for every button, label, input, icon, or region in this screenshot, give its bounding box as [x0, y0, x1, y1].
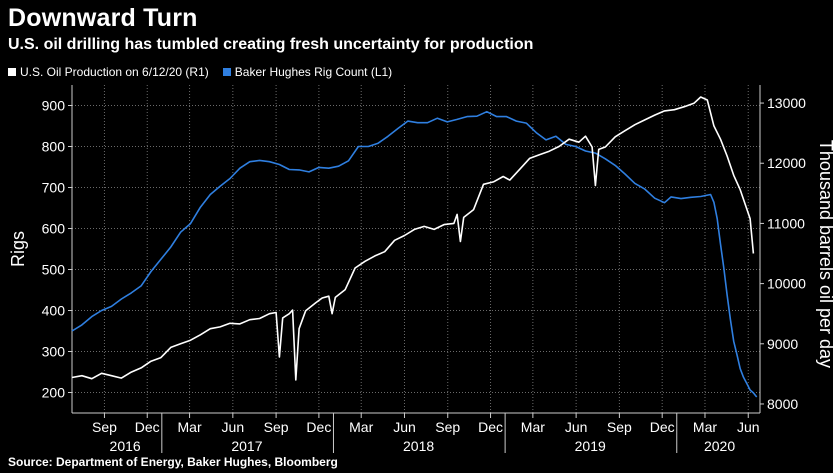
x-tick-label-13: Dec — [650, 419, 675, 435]
x-tick-label-3: Jun — [222, 419, 245, 435]
legend: U.S. Oil Production on 6/12/20 (R1) Bake… — [8, 65, 392, 79]
legend-swatch-rigs — [222, 68, 231, 76]
left-axis-title: Rigs — [8, 231, 28, 267]
legend-swatch-production — [8, 68, 16, 76]
x-tick-label-8: Sep — [435, 419, 460, 435]
x-tick-label-4: Sep — [264, 419, 289, 435]
left-axis-ticks: 200 300 400 500 600 700 800 900 — [42, 98, 72, 401]
chart-title: Downward Turn — [8, 4, 198, 32]
x-tick-label-2: Mar — [178, 419, 202, 435]
production-line — [71, 96, 755, 381]
plot-frame — [71, 85, 761, 414]
left-tick-label-500: 500 — [42, 262, 66, 278]
x-tick-label-0: Sep — [92, 419, 117, 435]
x-tick-label-6: Mar — [349, 419, 373, 435]
right-tick-label-11000: 11000 — [767, 215, 805, 231]
x-tick-label-12: Sep — [607, 419, 632, 435]
right-axis-ticks: 8000 9000 10000 11000 12000 13000 — [760, 95, 806, 412]
right-axis-title: Thousand barrels oil per day — [816, 140, 833, 368]
x-tick-label-5: Dec — [306, 419, 331, 435]
left-tick-label-400: 400 — [42, 303, 66, 319]
x-year-label-2018: 2018 — [403, 438, 434, 454]
x-year-label-2017: 2017 — [231, 438, 262, 454]
x-tick-label-10: Mar — [521, 419, 545, 435]
legend-label-rigs: Baker Hughes Rig Count (L1) — [234, 65, 393, 79]
x-year-label-2016: 2016 — [110, 438, 141, 454]
left-tick-label-700: 700 — [42, 180, 66, 196]
x-year-label-2020: 2020 — [704, 438, 735, 454]
x-tick-label-11: Jun — [565, 419, 588, 435]
legend-item-production: U.S. Oil Production on 6/12/20 (R1) — [8, 65, 209, 79]
legend-label-production: U.S. Oil Production on 6/12/20 (R1) — [20, 65, 209, 79]
x-tick-label-15: Jun — [737, 419, 760, 435]
right-tick-label-8000: 8000 — [767, 396, 798, 412]
right-tick-label-10000: 10000 — [767, 276, 806, 292]
chart-subtitle: U.S. oil drilling has tumbled creating f… — [8, 36, 534, 53]
left-tick-label-600: 600 — [42, 221, 66, 237]
x-tick-label-1: Dec — [135, 419, 160, 435]
left-tick-label-900: 900 — [42, 98, 66, 114]
right-tick-label-9000: 9000 — [767, 336, 798, 352]
left-tick-label-200: 200 — [42, 385, 66, 401]
left-tick-label-300: 300 — [42, 344, 66, 360]
x-axis-ticks: Sep Dec Mar Jun Sep Dec Mar Jun Sep Dec Mar Jun Sep D… — [92, 413, 760, 454]
x-tick-label-7: Jun — [393, 419, 416, 435]
x-tick-label-9: Dec — [478, 419, 503, 435]
gridlines — [72, 85, 760, 413]
x-tick-label-14: Mar — [693, 419, 717, 435]
series-lines — [71, 96, 758, 398]
right-tick-label-12000: 12000 — [767, 155, 806, 171]
x-year-label-2019: 2019 — [575, 438, 606, 454]
rig-count-line — [71, 110, 758, 398]
left-tick-label-800: 800 — [42, 139, 66, 155]
right-tick-label-13000: 13000 — [767, 95, 806, 111]
legend-item-rigs: Baker Hughes Rig Count (L1) — [222, 65, 393, 79]
source-note: Source: Department of Energy, Baker Hugh… — [8, 455, 338, 469]
